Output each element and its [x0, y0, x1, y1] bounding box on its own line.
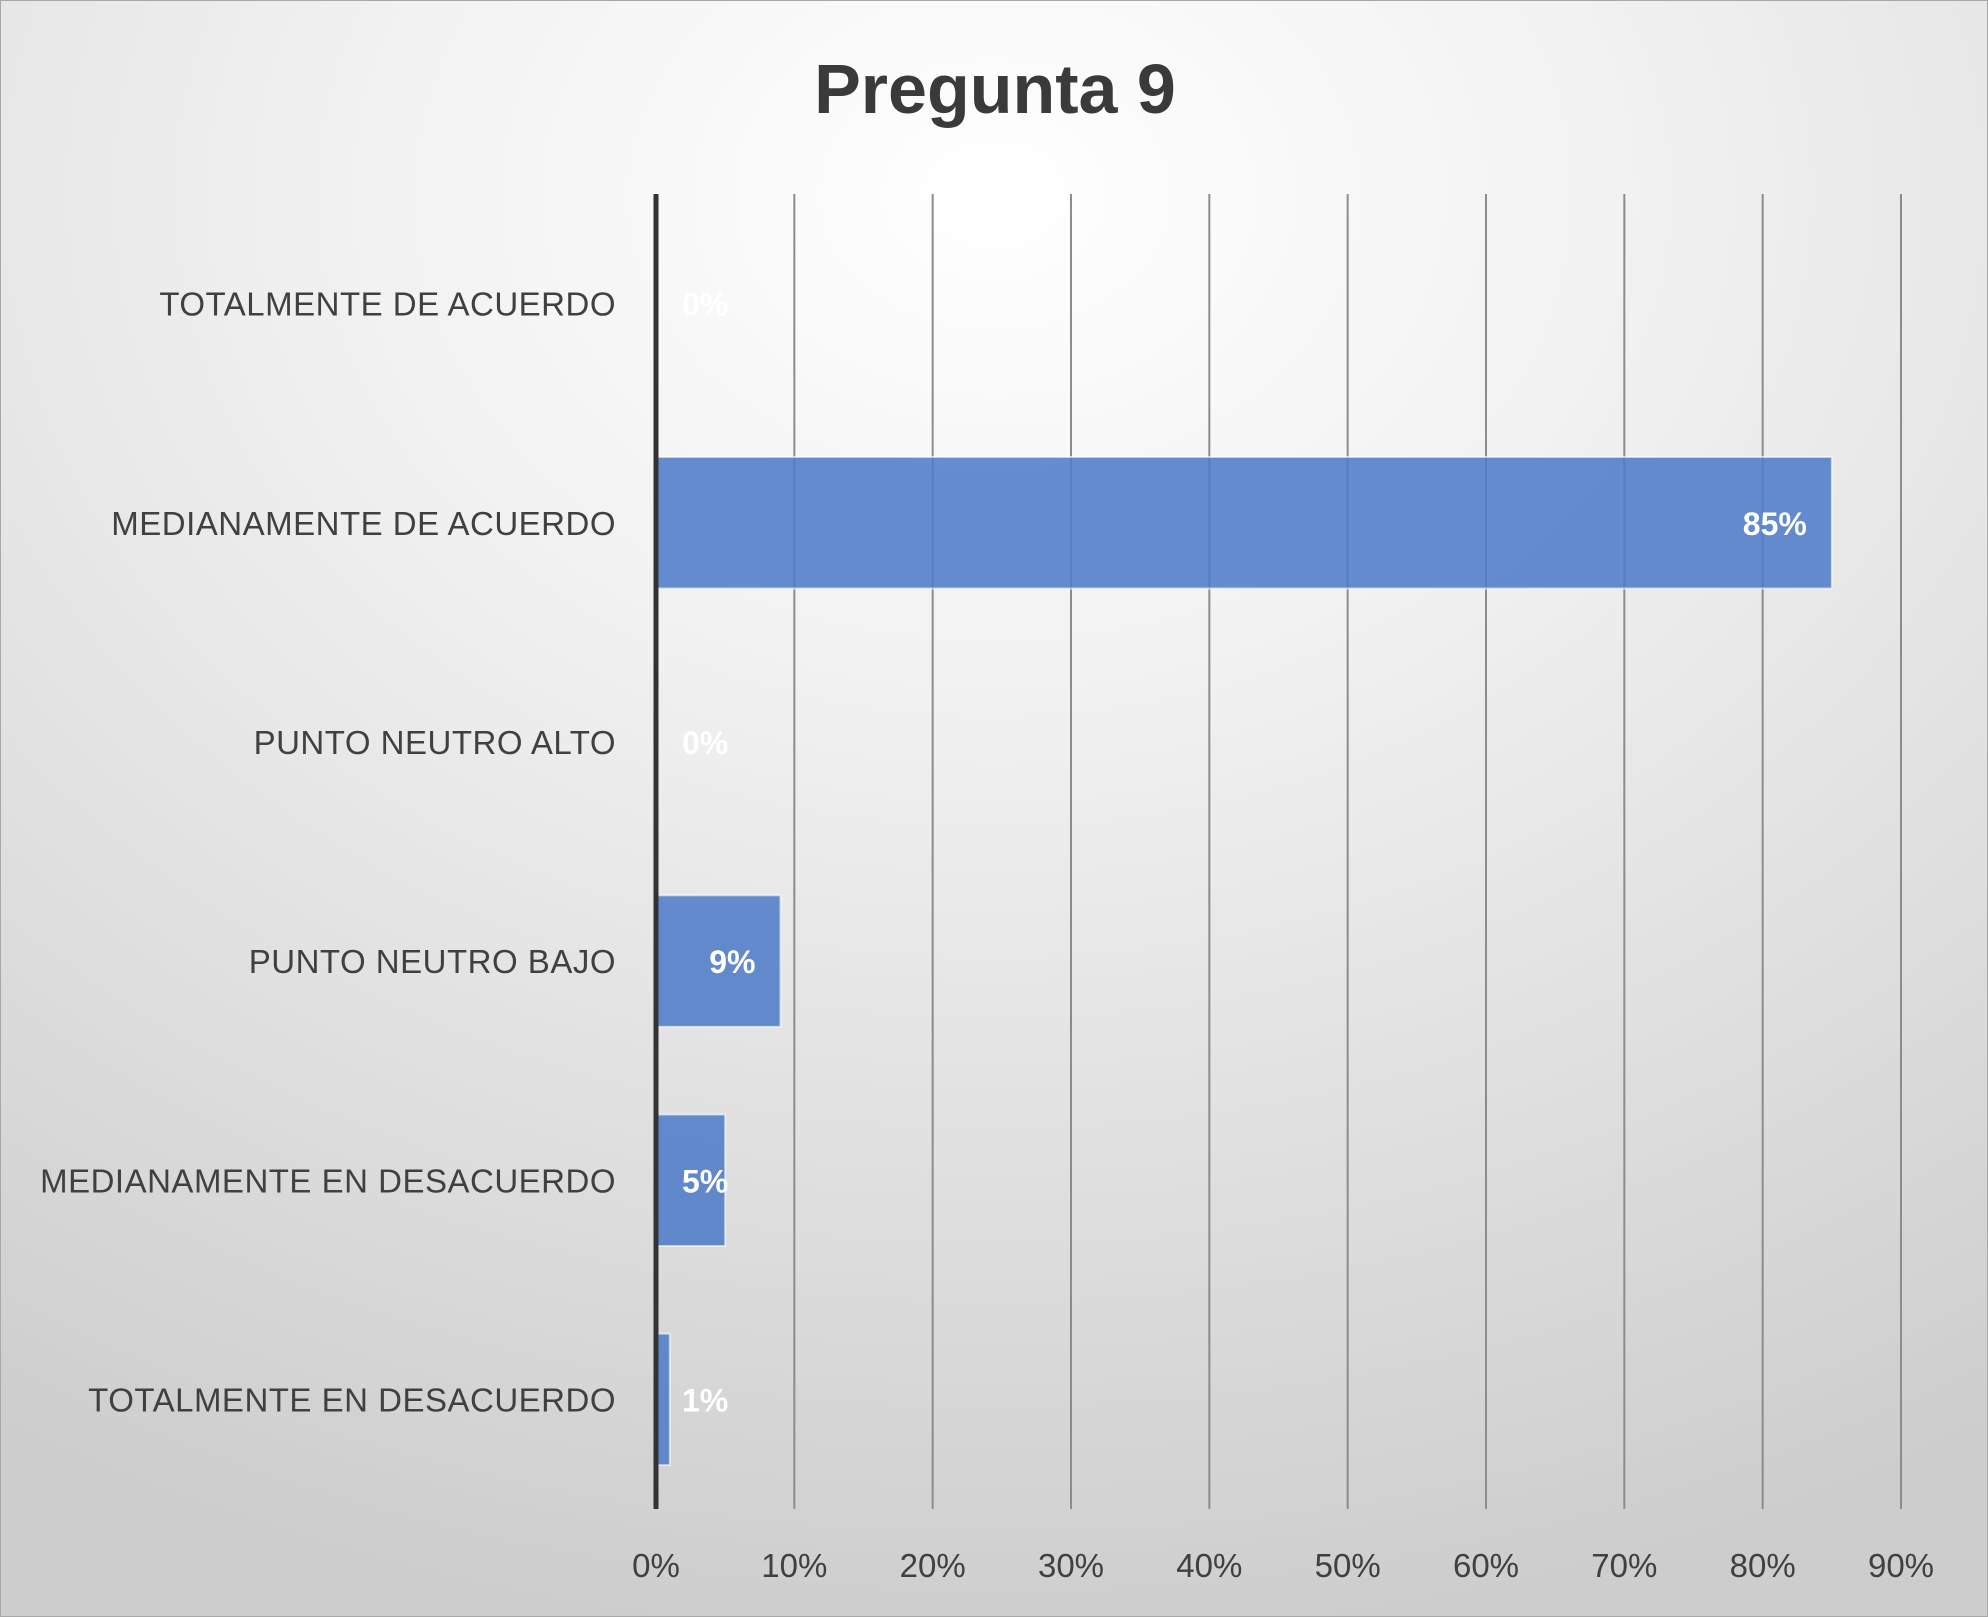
x-tick-label: 40% — [1176, 1547, 1242, 1584]
x-tick-label: 10% — [761, 1547, 827, 1584]
data-label: 0% — [682, 287, 728, 323]
x-tick-label: 60% — [1453, 1547, 1519, 1584]
x-tick-label: 70% — [1591, 1547, 1657, 1584]
category-label: PUNTO NEUTRO BAJO — [249, 943, 616, 980]
bar — [655, 894, 782, 1028]
x-tick-label: 30% — [1038, 1547, 1104, 1584]
data-label: 9% — [709, 944, 755, 980]
category-label: TOTALMENTE DE ACUERDO — [159, 286, 616, 323]
x-tick-label: 90% — [1868, 1547, 1934, 1584]
data-label: 0% — [682, 725, 728, 761]
category-label: MEDIANAMENTE EN DESACUERDO — [40, 1162, 616, 1199]
x-tick-label: 50% — [1315, 1547, 1381, 1584]
data-label: 85% — [1743, 506, 1807, 542]
bar — [655, 1113, 727, 1247]
bar — [655, 456, 1833, 590]
category-label: MEDIANAMENTE DE ACUERDO — [111, 505, 616, 542]
category-label: PUNTO NEUTRO ALTO — [254, 724, 616, 761]
x-tick-label: 0% — [632, 1547, 680, 1584]
x-tick-label: 80% — [1730, 1547, 1796, 1584]
chart-title: Pregunta 9 — [814, 50, 1176, 128]
data-label: 5% — [682, 1163, 728, 1199]
data-label: 1% — [682, 1382, 728, 1418]
x-tick-label: 20% — [900, 1547, 966, 1584]
category-label: TOTALMENTE EN DESACUERDO — [88, 1381, 616, 1418]
